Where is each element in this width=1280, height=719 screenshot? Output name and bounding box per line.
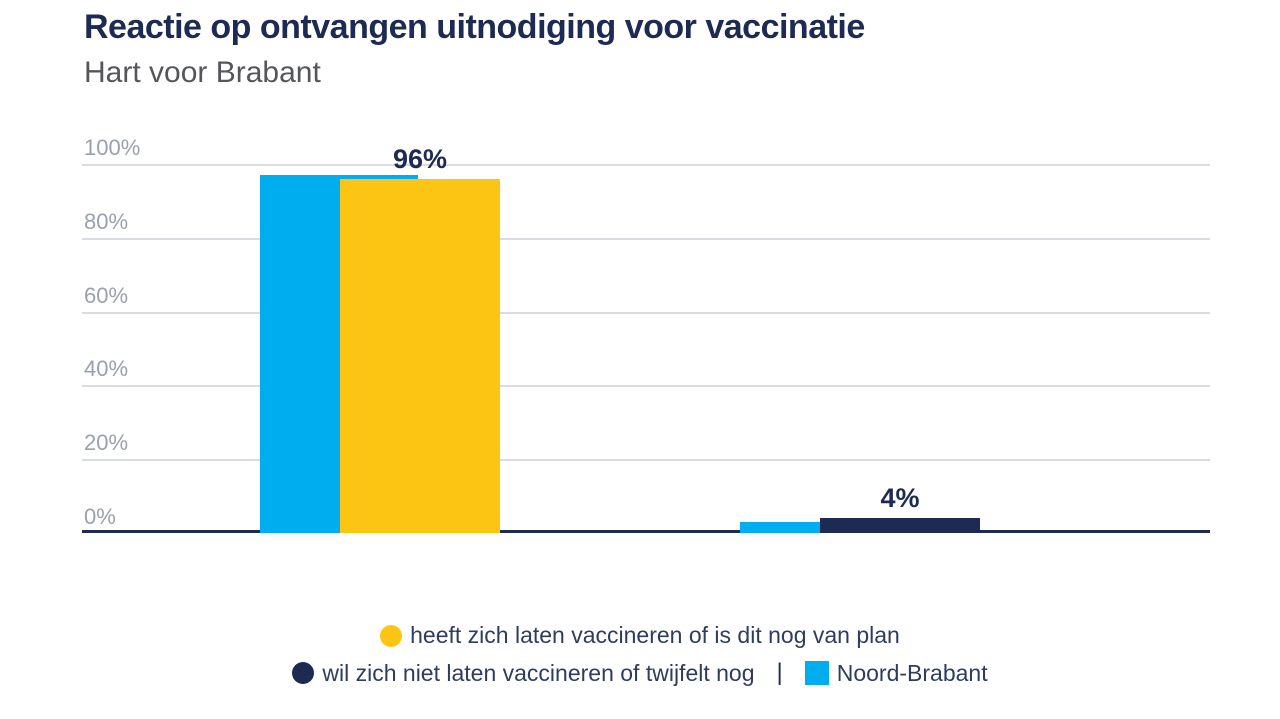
y-tick-label: 20% — [84, 430, 129, 455]
gridline — [82, 164, 1210, 166]
y-tick-label: 100% — [84, 135, 141, 160]
bar-hart-voor-brabant-cat2 — [820, 518, 980, 533]
chart-subtitle: Hart voor Brabant — [84, 56, 321, 89]
y-tick-label: 0% — [84, 504, 116, 529]
legend-label: heeft zich laten vaccineren of is dit no… — [410, 622, 900, 648]
x-axis-line — [82, 530, 1210, 533]
bar-hart-voor-brabant-cat1 — [340, 179, 500, 533]
gridline — [82, 238, 1210, 240]
plot-area: 100% 80% 60% 40% 20% 0% 96% 4% — [82, 135, 1210, 533]
legend-item: heeft zich laten vaccineren of is dit no… — [380, 622, 900, 649]
y-tick-label: 80% — [84, 209, 129, 234]
y-tick-label: 60% — [84, 283, 129, 308]
legend-row: wil zich niet laten vaccineren of twijfe… — [292, 659, 988, 687]
value-label: 4% — [880, 483, 920, 513]
chart-title: Reactie op ontvangen uitnodiging voor va… — [84, 8, 865, 46]
gridline — [82, 312, 1210, 314]
gridline — [82, 385, 1210, 387]
legend-item: Noord-Brabant — [804, 659, 988, 687]
legend-separator: | — [776, 659, 783, 686]
bar-noord-brabant-cat2 — [740, 522, 898, 533]
legend: heeft zich laten vaccineren of is dit no… — [0, 622, 1280, 687]
legend-label: wil zich niet laten vaccineren of twijfe… — [322, 659, 755, 686]
legend-row: heeft zich laten vaccineren of is dit no… — [380, 622, 900, 649]
legend-label: Noord-Brabant — [836, 659, 988, 686]
gridline — [82, 459, 1210, 461]
legend-circle-marker — [292, 662, 315, 684]
legend-item: wil zich niet laten vaccineren of twijfe… — [292, 659, 755, 687]
legend-square-marker — [804, 661, 829, 685]
legend-circle-marker — [380, 624, 403, 647]
y-tick-label: 40% — [84, 356, 129, 381]
value-label: 96% — [392, 144, 448, 174]
